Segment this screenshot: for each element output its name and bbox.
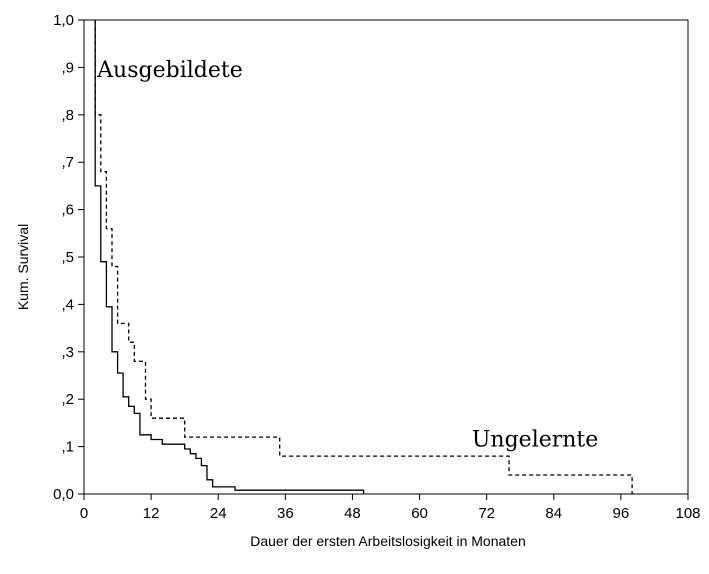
y-tick-label: ,6 [61, 202, 74, 219]
x-tick-label: 84 [545, 505, 562, 522]
y-tick-label: ,3 [61, 344, 74, 361]
series-line-ausgebildete [94, 20, 365, 494]
y-tick-label: ,4 [61, 296, 74, 313]
y-tick-label: 1,0 [53, 12, 74, 29]
x-axis-title: Dauer der ersten Arbeitslosigkeit in Mon… [250, 533, 525, 549]
y-axis: 0,0 ,1 ,2 ,3 ,4 ,5 ,6 ,7 ,8 ,9 1,0 [53, 12, 84, 503]
y-tick-label: ,8 [61, 107, 74, 124]
x-tick-label: 36 [277, 505, 294, 522]
y-tick-label: ,1 [61, 439, 74, 456]
x-tick-label: 0 [80, 505, 88, 522]
x-tick-label: 24 [210, 505, 227, 522]
y-axis-title: Kum. Survival [15, 224, 31, 310]
x-tick-label: 12 [143, 505, 160, 522]
x-tick-label: 108 [675, 505, 700, 522]
annotation-ungelernte: Ungelernte [472, 428, 598, 453]
y-tick-label: ,7 [61, 154, 74, 171]
plot-border [83, 19, 689, 495]
x-tick-label: 48 [344, 505, 361, 522]
x-tick-label: 60 [411, 505, 428, 522]
series-layer [94, 20, 633, 494]
plot-frame [83, 19, 689, 495]
y-tick-label: 0,0 [53, 486, 74, 503]
annotation-layer: Ausgebildete Ungelernte [96, 58, 598, 453]
series-line-ungelernte [94, 20, 633, 494]
y-tick-label: ,5 [61, 249, 74, 266]
annotation-ausgebildete: Ausgebildete [96, 58, 243, 83]
x-tick-label: 96 [613, 505, 630, 522]
y-tick-label: ,9 [61, 59, 74, 76]
x-tick-label: 72 [478, 505, 495, 522]
y-tick-label: ,2 [61, 391, 74, 408]
x-axis: 0 12 24 36 48 60 72 84 96 108 [80, 494, 701, 522]
